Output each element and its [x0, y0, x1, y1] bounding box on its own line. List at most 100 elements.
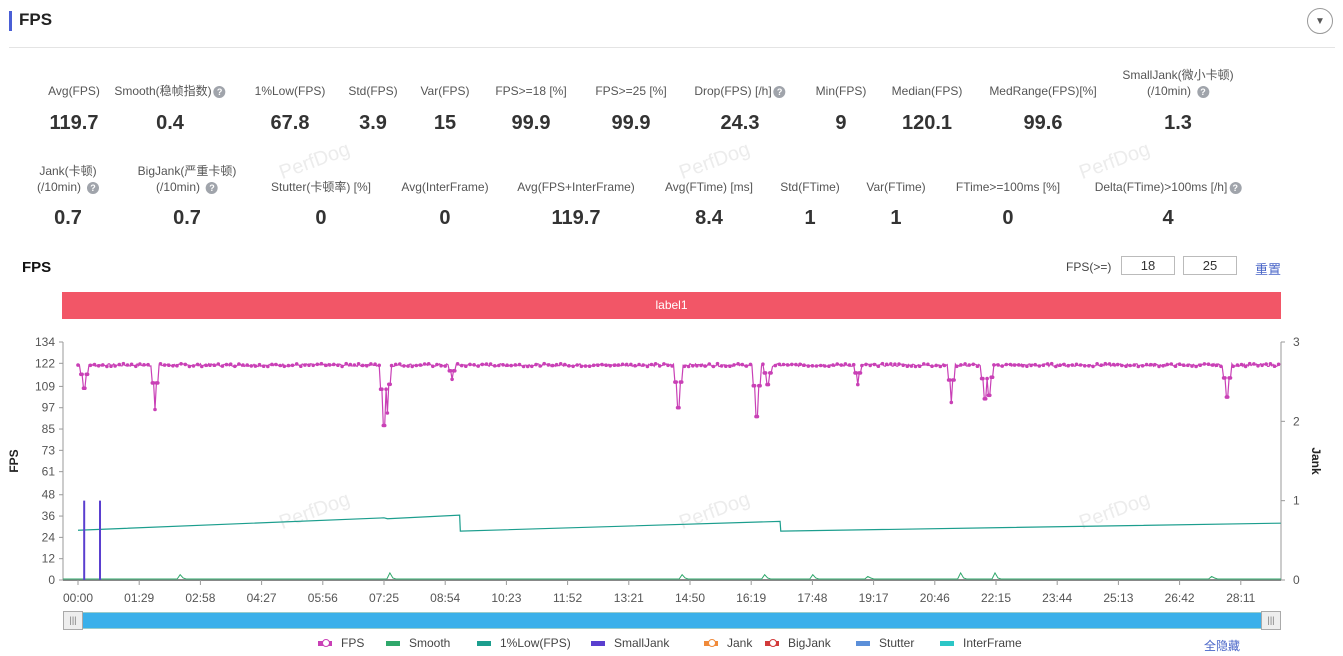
fps-point [453, 369, 457, 373]
legend-label: BigJank [788, 636, 831, 650]
fps-point [860, 363, 864, 368]
hide-all-button[interactable]: 全隐藏 [1204, 639, 1241, 653]
legend-item-stutter[interactable]: Stutter [856, 636, 914, 650]
fps-point [167, 363, 171, 367]
fps-point [802, 363, 806, 367]
slider-handle-left[interactable]: ||| [63, 611, 83, 630]
fps-point [1148, 362, 1153, 367]
chart-title: FPS [22, 259, 52, 276]
fps-point [220, 364, 225, 368]
fps-point [763, 371, 768, 375]
y2-tick-label: 1 [1293, 494, 1300, 508]
fps-point [666, 363, 670, 368]
fps-point [1091, 364, 1095, 369]
fps-point [773, 363, 778, 368]
fps-point [992, 363, 996, 367]
stat-label: FTime>=100ms [%] [955, 180, 1061, 194]
stat-label: Stutter(卡顿率) [%] [270, 180, 372, 194]
label-bar[interactable]: label1 [62, 292, 1281, 319]
help-icon[interactable]: ? [1197, 85, 1210, 98]
fps-point [484, 362, 489, 366]
x-tick-label: 13:21 [614, 591, 644, 605]
legend-item-1-low-fps-[interactable]: 1%Low(FPS) [477, 636, 571, 650]
fps-point [959, 363, 963, 367]
help-icon[interactable]: ? [206, 181, 218, 194]
fps-point [1000, 364, 1004, 368]
help-icon[interactable]: ? [213, 85, 226, 98]
fps-point [1219, 364, 1223, 369]
legend-item-smalljank[interactable]: SmallJank [591, 636, 669, 650]
fps-point [755, 414, 760, 419]
x-tick-label: 23:44 [1042, 591, 1072, 605]
x-tick-label: 00:00 [63, 591, 93, 605]
fps-point [1120, 363, 1124, 368]
stat-label: Avg(InterFrame) [401, 180, 489, 194]
fps-point [1049, 361, 1054, 366]
legend-item-bigjank[interactable]: BigJank [765, 636, 831, 650]
fps-point [431, 364, 435, 369]
help-icon[interactable]: ? [1229, 181, 1242, 194]
fps-point [1194, 364, 1198, 369]
fps-point [868, 363, 872, 368]
threshold-input-2[interactable] [1183, 256, 1237, 275]
stat-label-unit: (/10min) [155, 180, 200, 194]
threshold-input-1[interactable] [1121, 256, 1175, 275]
stat-stats_row1-2: 1%Low(FPS) 67.8 [255, 83, 326, 135]
y-tick-label: 36 [42, 509, 56, 523]
fps-point [550, 363, 555, 368]
fps-point [125, 363, 130, 367]
fps-point [637, 362, 641, 367]
fps-point [1181, 363, 1186, 367]
reset-button[interactable]: 重置 [1255, 262, 1282, 277]
fps-point [1004, 362, 1009, 367]
fps-point [336, 363, 340, 367]
legend-item-jank[interactable]: Jank [704, 636, 752, 650]
fps-point [1161, 364, 1165, 368]
fps-point [930, 364, 934, 368]
fps-point [266, 364, 270, 369]
time-range-slider[interactable] [63, 612, 1281, 629]
fps-point [620, 362, 625, 367]
legend-swatch [704, 639, 718, 648]
fps-point [472, 363, 476, 367]
fps-point [406, 364, 410, 368]
legend-item-fps[interactable]: FPS [318, 636, 364, 650]
x-tick-label: 25:13 [1103, 591, 1133, 605]
legend-swatch [318, 639, 332, 648]
fps-point [146, 362, 150, 367]
help-icon[interactable]: ? [773, 85, 786, 98]
fps-point [134, 364, 138, 369]
stat-value: 1 [890, 207, 902, 229]
fps-point [270, 362, 274, 367]
fps-point [728, 364, 732, 368]
fps-point [703, 364, 707, 368]
stat-value: 4 [1162, 207, 1174, 229]
legend-item-interframe[interactable]: InterFrame [940, 636, 1022, 650]
fps-point [1214, 363, 1219, 367]
stat-value: 0 [439, 207, 451, 229]
stat-stats_row2-9: Delta(FTime)>100ms [/h]? 4 [1095, 179, 1242, 230]
legend-item-smooth[interactable]: Smooth [386, 636, 450, 650]
fps-point [162, 363, 167, 367]
stat-label: Avg(FPS+InterFrame) [517, 180, 635, 194]
fps-point [955, 364, 959, 369]
fps-point [488, 362, 493, 366]
fps-point [975, 364, 980, 368]
fps-point [142, 363, 146, 367]
stat-label-unit: (/10min) [36, 180, 82, 194]
fps-point [299, 364, 303, 368]
stat-value: 0.4 [156, 112, 184, 134]
slider-handle-right[interactable]: ||| [1261, 611, 1281, 630]
help-icon[interactable]: ? [87, 181, 100, 194]
fps-point [575, 363, 579, 367]
fps-point [384, 387, 388, 391]
fps-point [153, 407, 157, 412]
stat-label: FPS>=25 [%] [595, 84, 667, 98]
fps-point [1157, 364, 1161, 369]
legend-label: 1%Low(FPS) [500, 636, 571, 650]
chevron-down-icon[interactable]: ▼ [1307, 8, 1333, 34]
fps-point [517, 362, 522, 367]
fps-point [212, 363, 216, 367]
stat-stats_row2-8: FTime>=100ms [%] 0 [956, 179, 1060, 230]
fps-point [1247, 361, 1252, 366]
